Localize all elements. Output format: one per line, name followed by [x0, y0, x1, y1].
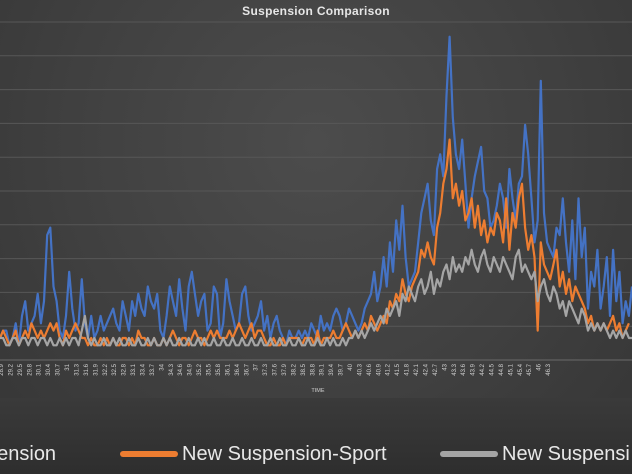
x-tick-label: 31.3	[74, 363, 80, 375]
x-tick-label: 31.6	[84, 363, 90, 375]
x-tick-label: 38.2	[291, 363, 297, 375]
x-tick-label: 40.6	[367, 363, 373, 375]
x-tick-label: 36.1	[225, 363, 231, 375]
x-tick-label: 40	[348, 363, 354, 370]
x-tick-label: 34.9	[188, 363, 194, 375]
legend: pension New Suspension-Sport New Suspens…	[0, 398, 632, 474]
x-axis-title: TIME	[311, 388, 324, 394]
x-tick-label: 28.9	[0, 363, 5, 375]
series-line-new-suspension-comfort	[0, 248, 632, 347]
x-tick-label: 45.7	[527, 363, 533, 375]
x-tick-label: 34.3	[169, 363, 175, 375]
x-tick-label: 45.1	[508, 363, 514, 375]
x-tick-label: 44.8	[499, 363, 505, 375]
x-tick-label: 36.7	[244, 363, 250, 375]
x-tick-label: 42.4	[423, 363, 429, 375]
x-tick-label: 39.1	[320, 363, 326, 375]
x-tick-label: 43.9	[471, 363, 477, 375]
x-tick-label: 44.5	[490, 363, 496, 375]
x-tick-label: 37.6	[273, 363, 279, 375]
x-tick-label: 43.6	[461, 363, 467, 375]
x-tick-label: 37.3	[263, 363, 269, 375]
x-tick-label: 37	[254, 363, 260, 370]
legend-swatch-comfort	[440, 451, 498, 457]
chart-title: Suspension Comparison	[242, 4, 390, 18]
legend-label-suspension: pension	[0, 443, 57, 465]
x-tick-label: 31	[65, 363, 71, 370]
x-tick-label: 35.5	[207, 363, 213, 375]
x-tick-label: 29.8	[27, 363, 33, 375]
x-tick-label: 37.9	[282, 363, 288, 375]
x-tick-label: 32.5	[112, 363, 118, 375]
legend-label-sport: New Suspension-Sport	[182, 443, 387, 465]
x-tick-label: 30.4	[46, 363, 52, 375]
x-tick-label: 45.4	[518, 363, 524, 375]
x-tick-label: 41.5	[395, 363, 401, 375]
x-tick-label: 34.6	[178, 363, 184, 375]
x-tick-label: 33.4	[140, 363, 146, 375]
x-tick-label: 41.2	[386, 363, 392, 375]
x-tick-label: 46.3	[546, 363, 552, 375]
x-tick-label: 32.2	[103, 363, 109, 375]
x-tick-label: 42.7	[433, 363, 439, 375]
x-tick-label: 43	[442, 363, 448, 370]
x-tick-label: 42.1	[414, 363, 420, 375]
x-tick-label: 33.7	[150, 363, 156, 375]
x-tick-label: 30.7	[56, 363, 62, 375]
x-tick-label: 34	[159, 363, 165, 370]
legend-label-comfort: New Suspensi	[502, 443, 630, 465]
x-tick-label: 46	[537, 363, 543, 370]
x-tick-label: 39.4	[329, 363, 335, 375]
x-tick-label: 44.2	[480, 363, 486, 375]
x-tick-label: 40.3	[357, 363, 363, 375]
x-tick-label: 41.8	[405, 363, 411, 375]
x-tick-label: 30.1	[37, 363, 43, 375]
x-tick-label: 32.8	[122, 363, 128, 375]
x-tick-label: 36.4	[235, 363, 241, 375]
x-tick-label: 38.5	[301, 363, 307, 375]
x-tick-label: 38.8	[310, 363, 316, 375]
x-tick-label: 35.8	[216, 363, 222, 375]
x-tick-label: 31.9	[93, 363, 99, 375]
x-tick-label: 33.1	[131, 363, 137, 375]
x-tick-label: 29.5	[18, 363, 24, 375]
legend-swatch-sport	[120, 451, 178, 457]
x-tick-label: 39.7	[339, 363, 345, 375]
x-tick-label: 35.2	[197, 363, 203, 375]
x-tick-label: 29.2	[8, 363, 14, 375]
x-tick-label: 40.9	[376, 363, 382, 375]
x-tick-label: 43.3	[452, 363, 458, 375]
